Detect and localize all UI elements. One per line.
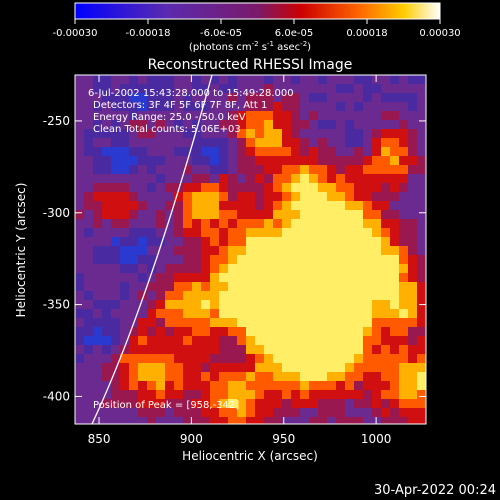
y-axis-label: Heliocentric Y (arcsec) <box>14 183 28 318</box>
colorbar-unit-label: (photons cm-2 s-1 asec-2) <box>189 40 311 53</box>
solar-limb-line <box>91 75 213 424</box>
plot-frame <box>74 74 427 425</box>
info-time-range: 6-Jul-2002 15:43:28.000 to 15:49:28.000 <box>88 88 294 99</box>
x-tick-label: 850 <box>88 432 111 446</box>
x-axis-label: Heliocentric X (arcsec) <box>182 449 318 463</box>
colorbar-tick-label: -6.0e-05 <box>200 28 242 39</box>
info-detectors: Detectors: 3F 4F 5F 6F 7F 8F, Att 1 <box>93 100 267 111</box>
y-tick-label: -250 <box>43 114 70 128</box>
y-tick-label: -300 <box>43 206 70 220</box>
x-tick-label: 950 <box>272 432 295 446</box>
colorbar-tick-label: -0.00030 <box>53 28 98 39</box>
x-axis-ticks: 850 900 950 1000 <box>88 75 392 446</box>
colorbar-tick-label: 0.00030 <box>419 28 460 39</box>
timestamp: 30-Apr-2022 00:24 <box>374 483 496 498</box>
colorbar-ticks: -0.00030 -0.00018 -6.0e-05 6.0e-05 0.00018 0.… <box>53 19 461 39</box>
flux-image <box>75 75 426 424</box>
x-tick-label: 900 <box>180 432 203 446</box>
x-tick-label: 1000 <box>361 432 392 446</box>
info-block: 6-Jul-2002 15:43:28.000 to 15:49:28.000 … <box>88 88 294 135</box>
colorbar-tick-label: 0.00018 <box>346 28 387 39</box>
y-tick-label: -350 <box>43 298 70 312</box>
y-tick-label: -400 <box>43 389 70 403</box>
colorbar <box>74 2 441 20</box>
image-title: Reconstructed RHESSI Image <box>148 57 353 73</box>
colorbar-tick-label: 6.0e-05 <box>275 28 313 39</box>
y-axis-ticks: -250 -300 -350 -400 <box>43 114 426 403</box>
colorbar-tick-label: -0.00018 <box>126 28 171 39</box>
peak-position-text: Position of Peak = [958,-342] <box>93 400 239 411</box>
info-energy-range: Energy Range: 25.0 - 50.0 keV <box>93 112 246 123</box>
info-clean-counts: Clean Total counts: 5.06E+03 <box>93 124 241 135</box>
